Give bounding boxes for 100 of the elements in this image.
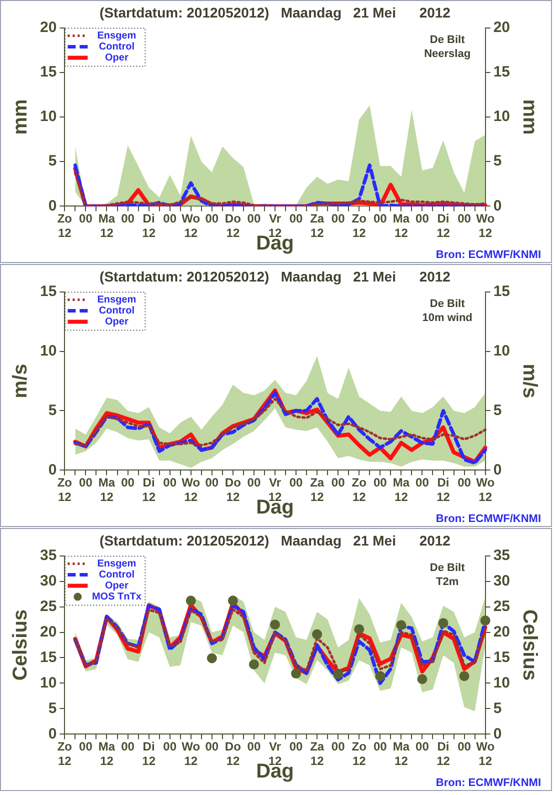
x-tick-label: Di 12 <box>436 740 450 768</box>
legend-label: MOS TnTx <box>92 592 142 603</box>
y2-axis-title: Celsius <box>518 609 540 681</box>
x-tick-label: 00 <box>458 476 472 490</box>
point <box>438 618 448 628</box>
x-tick-label: 00 <box>416 212 430 226</box>
x-tick-label: Zo 12 <box>57 212 72 240</box>
point <box>354 624 364 634</box>
legend-label: Oper <box>105 316 128 328</box>
y-tick-label: 20 <box>40 623 57 640</box>
x-tick-label: 00 <box>373 212 388 226</box>
x-tick-label: Do 12 <box>224 212 241 240</box>
y2-tick-label: 0 <box>493 461 502 478</box>
x-tick-label: 00 <box>458 212 472 226</box>
y2-tick-label: 10 <box>493 342 510 360</box>
x-tick-label: 00 <box>121 476 135 490</box>
point <box>417 674 428 684</box>
x-tick-label: 00 <box>289 476 304 490</box>
y2-tick-label: 20 <box>493 18 510 36</box>
y2-tick-label: 5 <box>493 402 502 419</box>
x-tick-label: 00 <box>373 740 388 754</box>
x-tick-label: 00 <box>416 476 430 490</box>
x-tick-label: Ma 12 <box>98 476 116 504</box>
x-tick-label: Za 12 <box>310 212 324 240</box>
y-axis-title: m/s <box>10 364 32 398</box>
y-tick-label: 0 <box>48 461 57 478</box>
x-tick-label: Di 12 <box>436 212 450 240</box>
y2-tick-label: 5 <box>493 152 502 170</box>
x-tick-label: Ma 12 <box>98 212 116 240</box>
x-tick-label: 00 <box>289 212 304 226</box>
y2-tick-label: 0 <box>493 725 502 742</box>
x-tick-label: Di 12 <box>142 740 156 768</box>
x-tick-label: Ma 12 <box>392 476 410 504</box>
y-tick-label: 25 <box>40 598 57 615</box>
point <box>396 620 406 630</box>
y2-tick-label: 0 <box>493 197 502 214</box>
point <box>312 629 322 640</box>
y-tick-label: 15 <box>40 64 57 81</box>
text: Bron: ECMWF/KNMI <box>436 249 541 262</box>
y2-tick-label: 15 <box>493 282 510 300</box>
legend-label: Control <box>98 306 135 317</box>
x-tick-label: Wo 12 <box>182 212 200 240</box>
legend-label: Control <box>98 42 135 53</box>
x-tick-label: 00 <box>331 740 346 754</box>
line-series <box>74 398 487 446</box>
y-tick-label: 0 <box>48 725 57 742</box>
chart-title: (Startdatum: 2012052012) Maandag 21 Mei 2012 <box>100 532 451 548</box>
x-tick-label: Wo 12 <box>182 740 200 768</box>
x-tick-label: Zo 12 <box>352 740 366 768</box>
chart-title: (Startdatum: 2012052012) Maandag 21 Mei 2012 <box>100 268 451 284</box>
x-tick-label: Zo 12 <box>352 212 366 240</box>
y2-tick-label: 10 <box>493 674 510 692</box>
x-tick-label: Ma 12 <box>98 740 116 768</box>
text: Bron: ECMWF/KNMI <box>436 777 541 790</box>
x-tick-label: 00 <box>163 740 177 754</box>
x-tick-label: 00 <box>79 212 93 226</box>
y-tick-label: 0 <box>48 197 57 214</box>
y2-tick-label: 10 <box>493 108 510 126</box>
x-tick-label: Ma 12 <box>392 740 410 768</box>
x-tick-label: Zo 12 <box>57 476 72 504</box>
y-tick-label: 15 <box>40 282 57 300</box>
x-tick-label: 00 <box>205 212 219 226</box>
y-tick-label: 35 <box>40 546 57 564</box>
legend-label: Oper <box>105 580 128 592</box>
x-tick-label: Za 12 <box>310 476 324 504</box>
point <box>270 620 280 630</box>
annotation: De Bilt 10m wind <box>422 298 472 324</box>
x-tick-label: Di 12 <box>436 476 450 504</box>
annotation: De Bilt Neerslag <box>424 34 471 60</box>
legend-label: Ensgem <box>97 558 136 570</box>
y-tick-label: 20 <box>40 18 57 36</box>
x-tick-label: 00 <box>458 740 472 754</box>
text: Bron: ECMWF/KNMI <box>436 513 541 526</box>
x-tick-label: 00 <box>163 212 177 226</box>
point <box>228 596 238 606</box>
y2-tick-label: 15 <box>493 64 510 81</box>
x-tick-label: 00 <box>205 740 219 754</box>
x-tick-label: Zo 12 <box>352 476 366 504</box>
y2-axis-title: m/s <box>518 364 540 398</box>
point <box>206 653 217 664</box>
legend-label: Ensgem <box>97 294 136 306</box>
x-tick-label: Zo 12 <box>57 740 72 768</box>
point <box>291 668 302 679</box>
x-tick-label: 00 <box>163 476 177 490</box>
x-tick-label: Za 12 <box>310 740 324 768</box>
legend-label: Ensgem <box>97 30 136 42</box>
x-tick-label: 00 <box>79 740 93 754</box>
x-tick-label: Do 12 <box>224 740 241 768</box>
legend-label: Control <box>98 570 135 581</box>
chart-title: (Startdatum: 2012052012) Maandag 21 Mei 2012 <box>100 4 451 20</box>
y-axis-title: Celsius <box>10 609 32 681</box>
y-tick-label: 5 <box>48 402 57 419</box>
x-tick-label: 00 <box>373 476 388 490</box>
y2-tick-label: 15 <box>493 648 510 666</box>
x-tick-label: Di 12 <box>142 212 156 240</box>
y-tick-label: 15 <box>40 648 57 666</box>
legend-label: Oper <box>105 52 128 64</box>
x-tick-label: 00 <box>289 740 304 754</box>
x-tick-label: 00 <box>247 476 261 490</box>
y2-tick-label: 35 <box>493 546 510 564</box>
